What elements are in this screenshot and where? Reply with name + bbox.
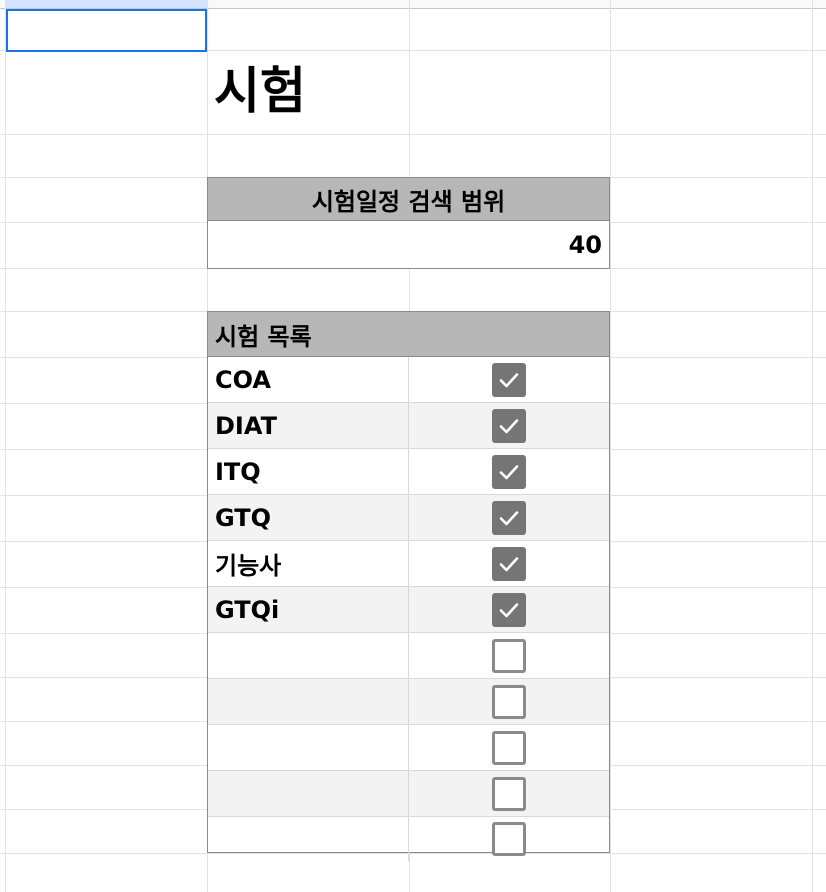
search-range-value-cell[interactable]: 40 (207, 221, 610, 269)
exam-row: GTQi (208, 587, 609, 633)
exam-checkbox-cell[interactable] (409, 633, 609, 678)
gridline (0, 853, 826, 854)
exam-checkbox-unchecked[interactable] (492, 730, 526, 765)
exam-row: COA (208, 357, 609, 403)
exam-list-header-cell[interactable]: 시험 목록 (208, 312, 609, 357)
exam-name-cell[interactable]: 기능사 (208, 541, 409, 586)
sheet-title-cell[interactable]: 시험 (214, 62, 306, 120)
exam-checkbox-checked[interactable] (492, 454, 526, 489)
exam-name-cell[interactable] (208, 771, 409, 816)
exam-checkbox-cell[interactable] (409, 541, 609, 586)
exam-checkbox-unchecked[interactable] (492, 684, 526, 719)
exam-name-cell[interactable]: COA (208, 357, 409, 402)
exam-name-cell[interactable] (208, 725, 409, 770)
exam-checkbox-cell[interactable] (409, 679, 609, 724)
checkmark-icon (499, 556, 519, 571)
exam-checkbox-cell[interactable] (409, 449, 609, 494)
exam-checkbox-checked[interactable] (492, 362, 526, 397)
checkmark-icon (499, 418, 519, 433)
exam-row (208, 679, 609, 725)
exam-row (208, 725, 609, 771)
exam-name-cell[interactable] (208, 679, 409, 724)
exam-checkbox-cell[interactable] (409, 495, 609, 540)
exam-row: ITQ (208, 449, 609, 495)
exam-row (208, 771, 609, 817)
exam-row: 기능사 (208, 541, 609, 587)
exam-name-cell[interactable] (208, 817, 409, 861)
gridline (0, 50, 826, 51)
gridline (5, 0, 6, 892)
exam-checkbox-cell[interactable] (409, 817, 609, 861)
selected-column-header[interactable] (6, 0, 207, 8)
active-cell-a1[interactable] (6, 9, 207, 52)
exam-row: DIAT (208, 403, 609, 449)
exam-row: GTQ (208, 495, 609, 541)
checkmark-icon (499, 602, 519, 617)
exam-checkbox-checked[interactable] (492, 500, 526, 535)
exam-name-cell[interactable]: ITQ (208, 449, 409, 494)
exam-checkbox-checked[interactable] (492, 408, 526, 443)
exam-checkbox-unchecked[interactable] (492, 776, 526, 811)
exam-checkbox-unchecked[interactable] (492, 822, 526, 856)
gridline (610, 0, 611, 892)
checkmark-icon (499, 372, 519, 387)
checkmark-icon (499, 464, 519, 479)
exam-name-cell[interactable]: GTQi (208, 587, 409, 632)
exam-checkbox-cell[interactable] (409, 357, 609, 402)
gridline (812, 0, 813, 892)
exam-checkbox-checked[interactable] (492, 592, 526, 627)
column-header-strip[interactable] (0, 0, 826, 9)
exam-name-cell[interactable]: DIAT (208, 403, 409, 448)
checkmark-icon (499, 510, 519, 525)
exam-name-cell[interactable] (208, 633, 409, 678)
exam-list-rows: COA DIAT ITQ GTQ 기능사 GTQi (208, 357, 609, 861)
exam-checkbox-cell[interactable] (409, 771, 609, 816)
exam-row (208, 633, 609, 679)
exam-checkbox-checked[interactable] (492, 546, 526, 581)
exam-checkbox-cell[interactable] (409, 587, 609, 632)
exam-row (208, 817, 609, 861)
search-range-header-cell[interactable]: 시험일정 검색 범위 (207, 177, 610, 221)
gridline (0, 134, 826, 135)
exam-checkbox-unchecked[interactable] (492, 638, 526, 673)
exam-name-cell[interactable]: GTQ (208, 495, 409, 540)
exam-checkbox-cell[interactable] (409, 725, 609, 770)
exam-checkbox-cell[interactable] (409, 403, 609, 448)
exam-list-table: 시험 목록 COA DIAT ITQ GTQ 기능사 GTQi (207, 311, 610, 861)
